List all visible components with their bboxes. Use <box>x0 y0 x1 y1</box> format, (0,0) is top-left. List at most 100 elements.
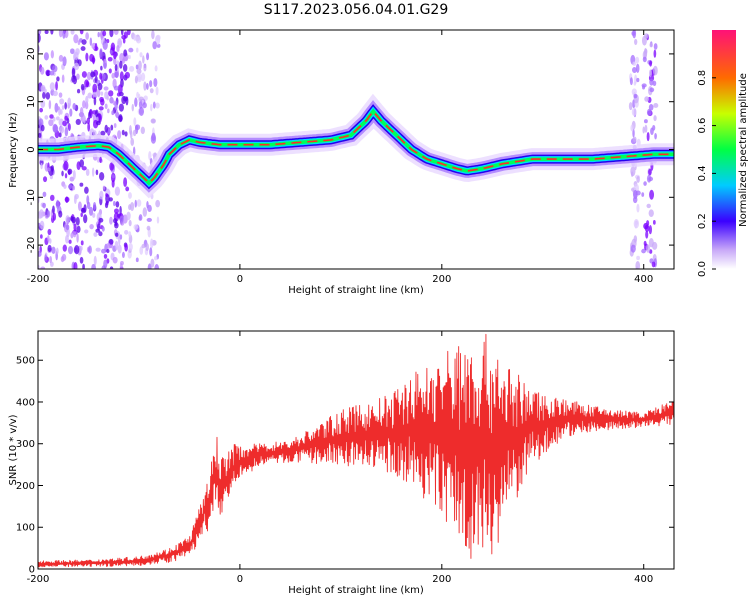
noise-blob <box>72 230 77 238</box>
noise-blob <box>58 210 63 218</box>
y-tick-label: -10 <box>26 189 37 205</box>
noise-blob <box>146 83 149 90</box>
noise-blob <box>111 72 115 79</box>
noise-blob <box>92 91 98 99</box>
noise-blob <box>138 106 144 116</box>
noise-blob <box>143 64 147 72</box>
noise-blob <box>64 173 68 179</box>
noise-blob <box>92 212 96 218</box>
noise-blob <box>42 191 47 198</box>
noise-blob <box>47 228 52 236</box>
noise-blob <box>109 162 115 171</box>
noise-blob <box>99 72 103 80</box>
noise-blob <box>97 223 101 231</box>
noise-blob <box>96 88 101 98</box>
noise-blob <box>70 216 74 222</box>
spectrogram-y-ticks: -20 -10 0 10 20 <box>26 48 674 253</box>
colorbar: 0.0 0.2 0.4 0.6 0.8 Normalized spectral ampl… <box>697 30 749 277</box>
noise-blob <box>67 97 72 108</box>
noise-blob <box>653 49 657 58</box>
noise-blob <box>101 226 105 232</box>
noise-blob <box>65 224 70 231</box>
noise-blob <box>126 30 131 36</box>
noise-blob <box>64 127 69 137</box>
noise-blob <box>108 238 114 245</box>
noise-blob <box>72 185 76 191</box>
noise-blob <box>632 136 637 143</box>
noise-blob <box>79 106 84 117</box>
noise-blob <box>631 88 637 96</box>
noise-blob <box>136 73 142 81</box>
noise-blob <box>109 49 113 54</box>
noise-blob <box>649 87 655 93</box>
noise-blob <box>56 76 60 82</box>
noise-blob <box>76 73 80 80</box>
snr-line <box>38 333 674 568</box>
noise-blob <box>113 218 118 224</box>
noise-blob <box>39 220 45 230</box>
noise-blob <box>44 115 49 120</box>
noise-blob <box>65 215 70 224</box>
noise-blob <box>107 108 110 114</box>
noise-blob <box>148 150 152 161</box>
noise-blob <box>63 160 69 171</box>
noise-blob <box>149 247 153 257</box>
noise-blob <box>81 166 87 171</box>
noise-blob <box>52 205 55 214</box>
snr-y-ticks: 0 100 200 300 400 500 <box>16 356 674 576</box>
noise-blob <box>124 71 130 79</box>
noise-blob <box>103 86 109 91</box>
noise-blob <box>82 100 86 109</box>
noise-blob <box>114 208 119 214</box>
noise-blob <box>75 118 81 125</box>
noise-blob <box>100 91 104 96</box>
noise-blob <box>84 186 89 194</box>
noise-blob <box>87 92 93 99</box>
colorbar-ticks: 0.0 0.2 0.4 0.6 0.8 <box>697 70 716 277</box>
noise-blob <box>117 40 123 46</box>
noise-blob <box>142 207 148 217</box>
noise-blob <box>641 248 646 254</box>
noise-blob <box>88 111 91 120</box>
noise-blob <box>64 196 70 203</box>
noise-blob <box>635 56 640 64</box>
noise-blob <box>147 204 152 213</box>
noise-blob <box>100 65 103 71</box>
noise-blob <box>652 220 656 225</box>
noise-blob <box>52 116 56 122</box>
noise-blob <box>44 254 48 262</box>
noise-blob <box>39 107 44 113</box>
x-tick-label: 0 <box>237 574 243 585</box>
noise-blob <box>52 212 57 221</box>
noise-blob <box>43 52 49 61</box>
noise-blob <box>648 209 654 217</box>
colorbar-tick-label: 0.0 <box>697 261 708 277</box>
noise-blob <box>59 98 65 105</box>
noise-blob <box>135 36 142 44</box>
noise-blob <box>42 91 46 99</box>
noise-blob <box>139 52 143 58</box>
noise-blob <box>61 170 64 177</box>
noise-blob <box>98 171 105 181</box>
noise-blob <box>55 116 60 121</box>
noise-blob <box>109 30 114 38</box>
noise-blob <box>636 77 640 83</box>
y-tick-label: 300 <box>16 439 35 450</box>
noise-blob <box>128 242 133 251</box>
noise-blob <box>102 185 106 190</box>
colorbar-tick-label: 0.2 <box>697 213 708 229</box>
noise-blob <box>71 75 76 83</box>
noise-blob <box>86 71 92 81</box>
noise-blob <box>83 214 88 224</box>
noise-blob <box>140 72 146 82</box>
noise-blob <box>77 40 81 46</box>
noise-blob <box>103 259 108 269</box>
noise-blob <box>87 122 91 132</box>
noise-blob <box>152 41 157 50</box>
noise-blob <box>98 106 104 111</box>
noise-blob <box>114 222 119 229</box>
noise-blob <box>155 199 161 208</box>
noise-blob <box>155 86 159 96</box>
y-tick-label: 100 <box>16 523 35 534</box>
noise-blob <box>128 47 134 53</box>
